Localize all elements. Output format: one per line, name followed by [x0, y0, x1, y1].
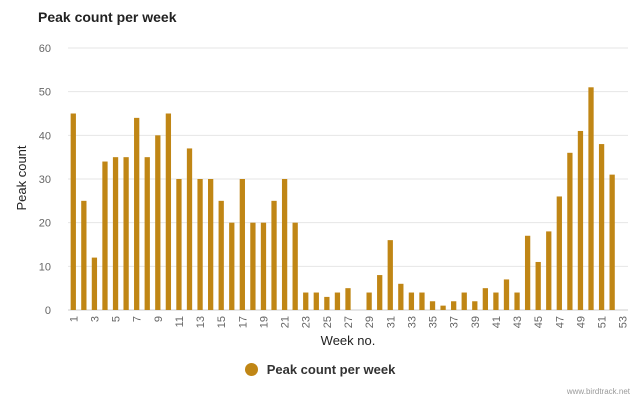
x-tick-label: 35 [428, 316, 440, 328]
bar-week-42[interactable] [503, 279, 510, 310]
bar-week-50[interactable] [588, 87, 594, 310]
chart-title: Peak count per week [38, 9, 177, 25]
bar-week-34[interactable] [419, 292, 425, 310]
bar-week-49[interactable] [577, 130, 584, 310]
bar-week-5[interactable] [112, 157, 119, 310]
x-tick-label: 41 [491, 316, 503, 328]
bar-week-41[interactable] [493, 292, 499, 310]
y-tick-label: 30 [39, 174, 51, 186]
bar-week-25[interactable] [324, 296, 330, 310]
x-tick-label: 25 [322, 316, 334, 328]
source-credit: www.birdtrack.net [566, 387, 630, 396]
x-tick-label: 1 [68, 316, 80, 322]
bar-week-46[interactable] [546, 231, 552, 310]
x-tick-label: 3 [89, 316, 101, 322]
x-tick-label: 43 [512, 316, 524, 328]
bar-week-8[interactable] [144, 157, 150, 310]
x-tick-label: 51 [597, 316, 609, 328]
bar-week-11[interactable] [176, 179, 182, 310]
x-tick-label: 39 [470, 316, 482, 328]
x-tick-label: 31 [385, 316, 397, 328]
bar-week-6[interactable] [123, 157, 129, 310]
legend-marker [244, 363, 258, 376]
legend-label: Peak count per week [266, 362, 396, 377]
x-tick-label: 9 [153, 316, 165, 322]
bar-week-4[interactable] [102, 161, 108, 310]
bar-week-23[interactable] [303, 292, 309, 310]
x-tick-label: 53 [618, 316, 630, 328]
bar-week-44[interactable] [524, 235, 531, 310]
bar-week-26[interactable] [334, 292, 341, 310]
bar-week-40[interactable] [482, 288, 488, 310]
bar-week-48[interactable] [567, 152, 573, 310]
gridlines [68, 47, 628, 311]
bar-week-12[interactable] [186, 148, 193, 310]
bar-week-27[interactable] [345, 288, 351, 310]
bar-week-9[interactable] [155, 135, 161, 310]
y-axis-label: Peak count [14, 145, 29, 210]
x-tick-labels: 1 3 5 7 9 11 13 15 17 19 21 23 25 27 29 31 33 35 37 39 41 43 4… [68, 316, 629, 328]
y-tick-label: 40 [39, 130, 51, 142]
y-tick-label: 60 [39, 43, 51, 55]
bar-week-35[interactable] [429, 301, 436, 310]
y-tick-label: 10 [39, 261, 51, 273]
bar-week-14[interactable] [208, 179, 214, 310]
x-tick-label: 29 [364, 316, 376, 328]
x-tick-label: 19 [258, 316, 270, 328]
x-tick-label: 27 [343, 316, 355, 328]
x-tick-label: 45 [533, 316, 545, 328]
y-tick-labels: 0 10 20 30 40 50 60 [39, 43, 51, 317]
bar-week-3[interactable] [91, 257, 98, 310]
x-tick-label: 49 [575, 316, 587, 328]
bar-week-17[interactable] [239, 179, 245, 310]
bar-week-1[interactable] [70, 113, 76, 311]
legend: Peak count per week [0, 362, 640, 377]
bar-week-31[interactable] [387, 240, 393, 310]
bar-week-36[interactable] [440, 305, 446, 310]
bar-week-13[interactable] [197, 179, 203, 310]
x-tick-label: 7 [132, 316, 144, 322]
bar-week-33[interactable] [408, 292, 415, 310]
bar-week-24[interactable] [313, 292, 319, 310]
bar-week-10[interactable] [165, 113, 172, 311]
bar-week-18[interactable] [250, 222, 256, 310]
x-tick-label: 23 [301, 316, 313, 328]
x-tick-label: 47 [554, 316, 566, 328]
y-tick-label: 0 [45, 305, 51, 317]
x-tick-label: 5 [111, 316, 123, 322]
bar-week-52[interactable] [609, 174, 615, 310]
bar-week-38[interactable] [461, 292, 467, 310]
bar-week-15[interactable] [218, 200, 224, 310]
bar-week-21[interactable] [281, 179, 288, 310]
bar-week-39[interactable] [472, 301, 478, 310]
x-tick-label: 15 [216, 316, 228, 328]
bar-week-19[interactable] [260, 222, 267, 310]
bar-week-45[interactable] [535, 261, 541, 310]
bar-week-51[interactable] [598, 144, 605, 310]
bar-week-29[interactable] [366, 292, 372, 310]
y-tick-label: 50 [39, 87, 51, 99]
x-axis-label: Week no. [321, 333, 376, 348]
x-tick-label: 37 [449, 316, 461, 328]
x-tick-label: 13 [195, 316, 207, 328]
bar-week-16[interactable] [229, 222, 235, 310]
bar-week-30[interactable] [377, 275, 383, 310]
bar-week-20[interactable] [271, 200, 277, 310]
bars [70, 87, 615, 311]
bar-week-43[interactable] [514, 292, 520, 310]
bar-week-47[interactable] [556, 196, 562, 310]
bar-week-2[interactable] [81, 200, 87, 310]
x-tick-label: 17 [237, 316, 249, 328]
y-tick-label: 20 [39, 218, 51, 230]
x-tick-label: 11 [174, 316, 186, 327]
bar-week-22[interactable] [292, 222, 298, 310]
bar-week-37[interactable] [451, 301, 457, 310]
bar-week-32[interactable] [398, 283, 404, 310]
bar-week-7[interactable] [134, 117, 140, 310]
x-tick-label: 33 [406, 316, 418, 328]
x-tick-label: 21 [280, 316, 292, 328]
